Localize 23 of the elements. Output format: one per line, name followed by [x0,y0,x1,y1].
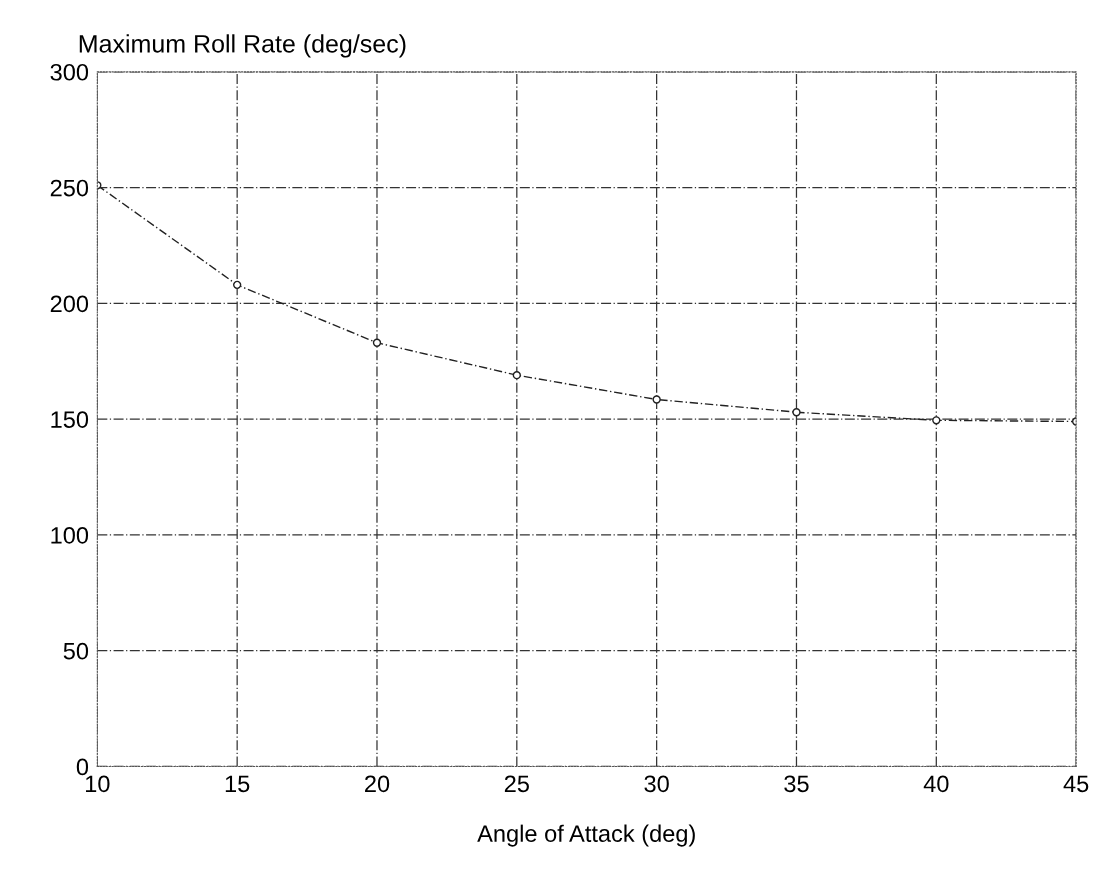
x-axis-title: Angle of Attack (deg) [477,824,695,847]
x-tick-label: 45 [1063,775,1089,793]
x-tick-label: 30 [644,775,669,793]
y-tick-label: 200 [50,295,89,313]
x-tick-label: 25 [504,775,529,793]
x-tick-label: 10 [86,775,110,793]
y-tick-label: 50 [63,642,89,660]
point [232,280,242,290]
x-tick-label: 35 [784,775,809,793]
chart-title: Maximum Roll Rate (deg/sec) [79,34,406,58]
point [792,408,801,417]
x-tick-label: 40 [923,775,949,793]
y-tick-label: 0 [76,758,89,776]
point [372,338,382,347]
x-tick-label: 20 [365,775,390,793]
point [652,395,661,404]
point [512,371,521,380]
y-tick-label: 150 [51,411,89,428]
y-tick-label: 300 [50,63,89,81]
y-tick-label: 250 [50,179,89,197]
x-tick-label: 15 [225,775,250,793]
point [932,416,941,425]
y-tick-label: 100 [51,527,89,544]
